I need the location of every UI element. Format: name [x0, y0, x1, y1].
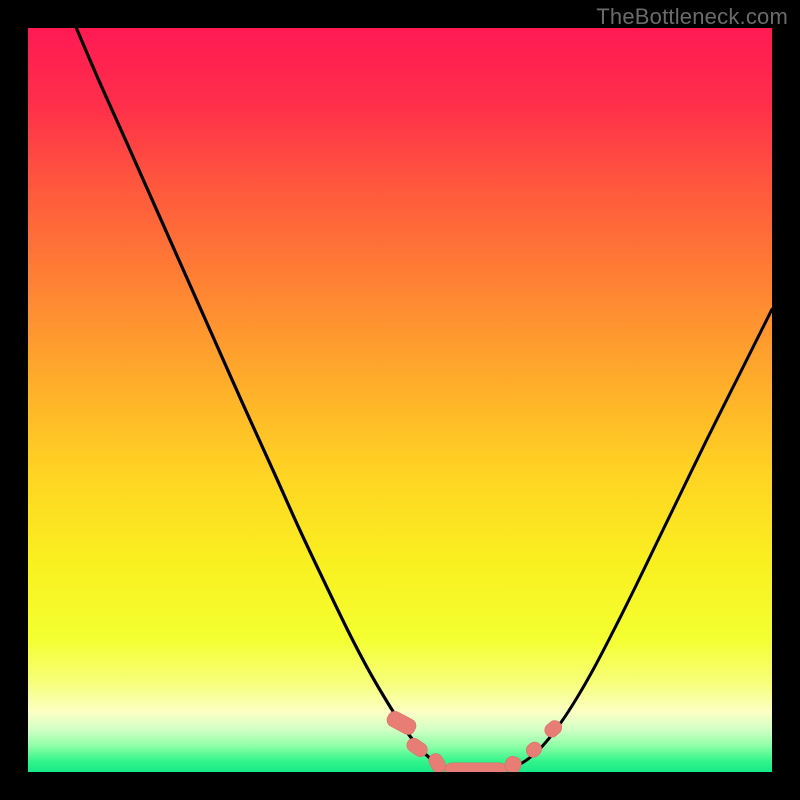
trough-marker	[503, 754, 524, 772]
trough-marker	[445, 763, 507, 772]
watermark-text: TheBottleneck.com	[596, 4, 788, 30]
trough-marker	[523, 739, 544, 760]
trough-marker	[384, 709, 418, 737]
chart-overlay-svg	[28, 28, 772, 772]
left-curve-line	[76, 28, 455, 769]
right-curve-line	[506, 309, 772, 769]
plot-frame	[28, 28, 772, 772]
